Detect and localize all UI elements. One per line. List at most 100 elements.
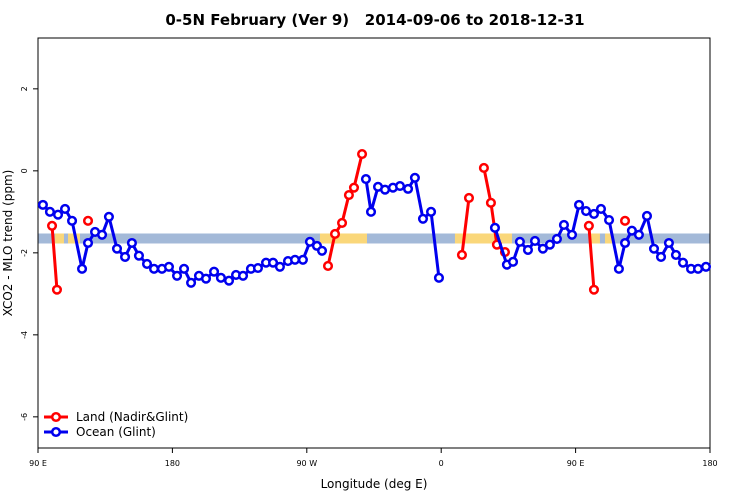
point xyxy=(394,180,406,192)
point xyxy=(558,219,570,231)
point xyxy=(329,228,341,240)
point xyxy=(485,197,496,208)
point xyxy=(663,237,674,249)
point xyxy=(304,236,315,247)
point xyxy=(588,284,600,295)
y-tick-label: -2 xyxy=(20,249,29,257)
point xyxy=(670,249,682,260)
point xyxy=(82,237,94,249)
point xyxy=(425,206,437,217)
point xyxy=(357,148,368,160)
point xyxy=(209,266,220,277)
point xyxy=(59,203,71,215)
point xyxy=(456,249,468,260)
point xyxy=(322,260,334,272)
point xyxy=(77,263,88,274)
point xyxy=(148,263,160,274)
y-tick-label: -4 xyxy=(20,331,29,339)
point xyxy=(478,162,489,174)
point xyxy=(566,229,578,240)
land-band xyxy=(605,233,613,244)
x-tick-label: 90 E xyxy=(29,459,47,468)
point xyxy=(97,229,108,240)
legend-label: Land (Nadir&Glint) xyxy=(76,410,188,424)
point xyxy=(103,211,114,222)
legend-label: Ocean (Glint) xyxy=(76,425,156,439)
x-tick-label: 180 xyxy=(702,459,717,468)
point xyxy=(489,222,501,233)
point xyxy=(641,210,653,221)
point xyxy=(677,257,689,268)
chart-title: 0-5N February (Ver 9) 2014-09-06 to 2018… xyxy=(165,11,584,29)
point xyxy=(163,261,175,272)
land-band xyxy=(55,233,64,244)
point xyxy=(402,183,414,194)
point xyxy=(141,258,153,269)
point xyxy=(365,206,377,217)
point xyxy=(252,262,264,274)
point xyxy=(336,217,348,228)
point xyxy=(171,270,183,281)
point xyxy=(507,256,519,267)
point xyxy=(51,284,63,295)
point xyxy=(613,263,624,274)
point xyxy=(544,239,555,250)
point xyxy=(648,243,660,254)
land-band xyxy=(454,233,512,244)
point xyxy=(537,243,548,254)
point xyxy=(215,272,226,283)
land-band xyxy=(68,233,80,244)
point xyxy=(655,251,667,262)
point xyxy=(633,229,644,240)
point xyxy=(44,206,55,217)
point xyxy=(514,236,525,247)
y-axis-label: XCO2 - MLO trend (ppm) xyxy=(1,170,15,317)
point xyxy=(316,245,328,256)
point xyxy=(111,243,123,254)
point xyxy=(268,257,279,268)
x-tick-label: 90 E xyxy=(567,459,585,468)
point xyxy=(274,261,285,272)
point xyxy=(583,220,594,231)
point xyxy=(360,173,371,185)
point xyxy=(700,261,712,272)
point xyxy=(186,277,197,288)
point xyxy=(82,215,94,226)
point xyxy=(37,199,48,210)
y-tick-label: -6 xyxy=(20,413,29,421)
point xyxy=(463,192,475,203)
point xyxy=(529,235,541,246)
point xyxy=(604,214,615,226)
point xyxy=(380,184,391,195)
point xyxy=(619,215,631,226)
point xyxy=(343,189,354,201)
y-tick-label: 2 xyxy=(20,86,29,91)
point xyxy=(46,220,58,231)
point xyxy=(626,225,637,236)
x-axis-label: Longitude (deg E) xyxy=(321,477,428,491)
point xyxy=(522,244,534,256)
point xyxy=(200,273,212,284)
point xyxy=(289,254,301,265)
series-line xyxy=(41,176,707,285)
point xyxy=(120,251,131,262)
ocean-band xyxy=(38,233,710,244)
point xyxy=(348,182,360,193)
legend-marker xyxy=(50,426,62,438)
point xyxy=(178,263,190,274)
point xyxy=(595,203,607,215)
point xyxy=(126,237,137,249)
point xyxy=(551,233,562,244)
legend-marker xyxy=(50,411,62,423)
x-tick-label: 180 xyxy=(165,459,180,468)
point xyxy=(581,205,592,217)
point xyxy=(52,209,64,220)
y-tick-label: 0 xyxy=(20,168,29,173)
point xyxy=(223,275,235,286)
land-band xyxy=(319,233,367,244)
point xyxy=(417,213,429,224)
point xyxy=(693,263,704,274)
point xyxy=(133,250,144,261)
